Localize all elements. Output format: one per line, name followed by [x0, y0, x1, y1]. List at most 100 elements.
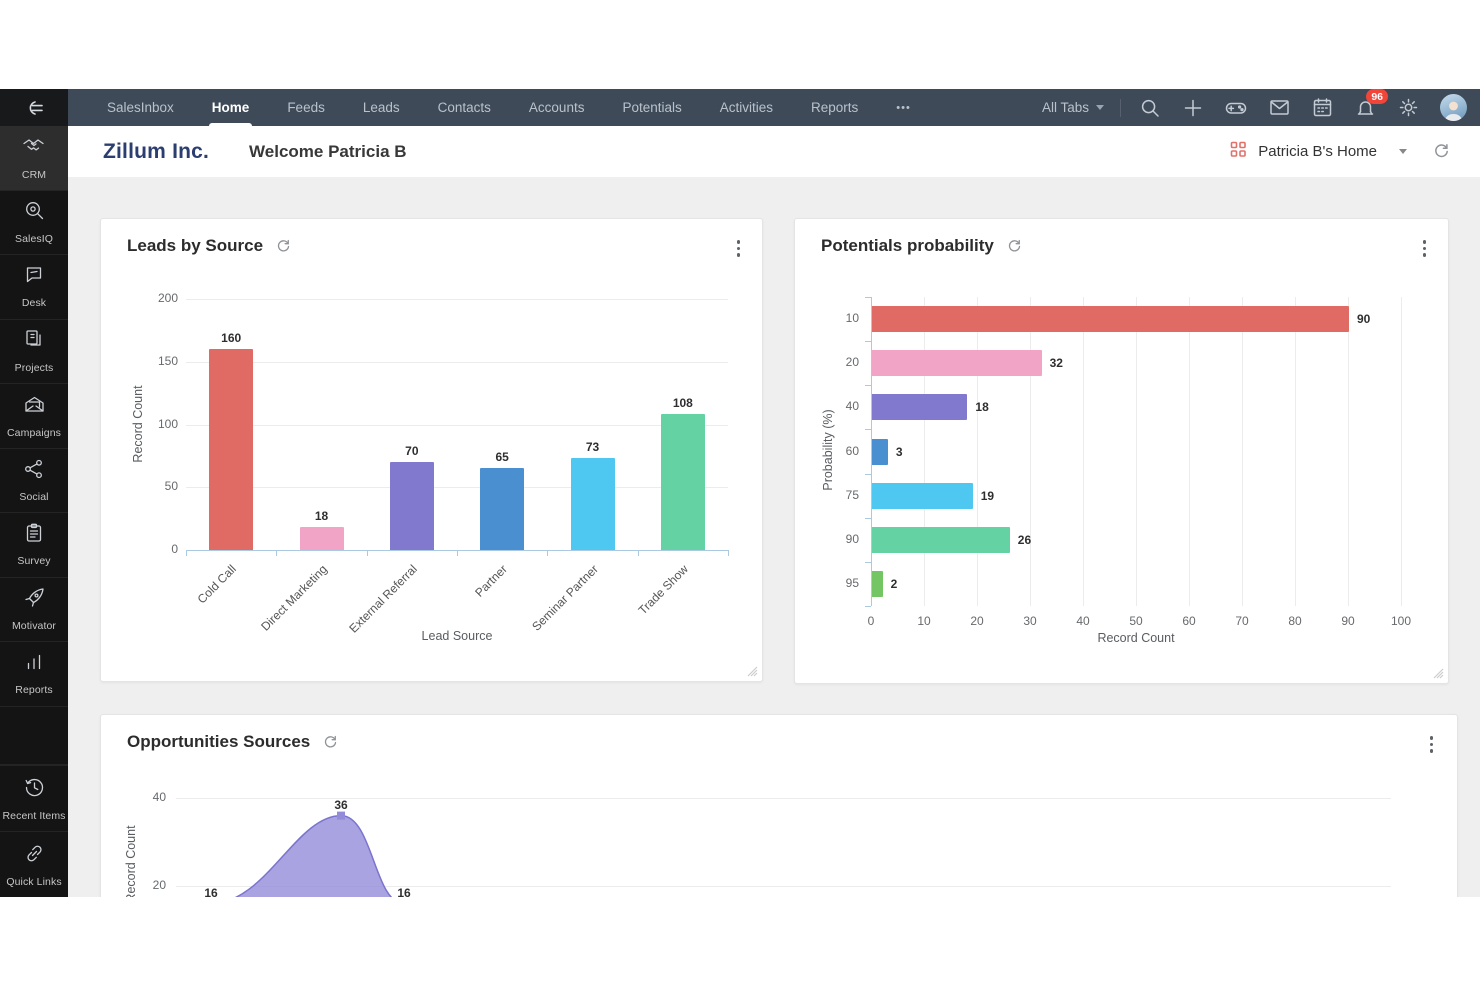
bar-probability-75[interactable]	[872, 482, 973, 509]
plus-icon	[1184, 99, 1202, 116]
bar-chart-icon	[23, 651, 45, 678]
chevron-down-icon[interactable]	[1399, 149, 1407, 154]
bar-external-referral[interactable]	[389, 462, 434, 550]
crm-app-window: SalesInbox Home Feeds Leads Contacts Accounts…	[0, 88, 1480, 897]
card-menu-button[interactable]	[733, 236, 745, 261]
collapse-menu-button[interactable]	[0, 89, 68, 126]
nav-tab-home[interactable]: Home	[193, 89, 269, 126]
gridline	[186, 299, 728, 300]
x-tick-label: 20	[970, 614, 984, 628]
mail-button[interactable]	[1268, 97, 1290, 119]
gridline	[1295, 297, 1296, 606]
bar-probability-90[interactable]	[872, 526, 1010, 553]
refresh-chart-button[interactable]	[323, 735, 338, 750]
sidebar-item-campaigns[interactable]: Campaigns	[0, 384, 68, 449]
y-tick-label: 20	[845, 355, 859, 370]
nav-tab-leads[interactable]: Leads	[362, 100, 400, 115]
sidebar-item-desk[interactable]: Desk	[0, 255, 68, 320]
nav-tab-salesinbox[interactable]: SalesInbox	[107, 100, 174, 115]
search-icon	[1141, 99, 1159, 117]
gridline	[1030, 297, 1031, 606]
bar-value-label: 73	[585, 440, 600, 455]
card-menu-button[interactable]	[1419, 236, 1431, 261]
gridline	[1401, 297, 1402, 606]
sidebar-item-recent-items[interactable]: Recent Items	[0, 765, 68, 831]
card-title: Potentials probability	[821, 236, 994, 255]
bar-direct-marketing[interactable]	[299, 527, 344, 550]
bar-probability-40[interactable]	[872, 394, 968, 421]
settings-button[interactable]	[1397, 97, 1419, 119]
x-axis-title: Lead Source	[421, 629, 493, 643]
nav-tab-potentials[interactable]: Potentials	[622, 100, 682, 115]
gridline	[186, 487, 728, 489]
sidebar-item-social[interactable]: Social	[0, 449, 68, 513]
refresh-dashboard-button[interactable]	[1433, 143, 1450, 160]
nav-tab-activities[interactable]: Activities	[719, 100, 774, 115]
sidebar-item-label: Projects	[14, 362, 54, 375]
x-tick	[457, 550, 458, 556]
search-button[interactable]	[1139, 97, 1161, 119]
sidebar-item-label: Survey	[17, 555, 51, 568]
resize-grip[interactable]	[1430, 665, 1444, 679]
area-series[interactable]	[176, 798, 1391, 897]
notifications-button[interactable]: 96	[1354, 88, 1388, 119]
point-value-label: 16	[204, 885, 218, 897]
sidebar-item-reports[interactable]: Reports	[0, 642, 68, 707]
refresh-chart-button[interactable]	[276, 239, 291, 254]
x-tick-label: 10	[917, 614, 931, 628]
y-tick-label: 60	[845, 443, 859, 458]
dashboard-selector[interactable]: Patricia B's Home	[1258, 143, 1377, 160]
documents-icon	[23, 328, 46, 356]
refresh-chart-button[interactable]	[1007, 239, 1022, 254]
y-tick	[865, 385, 871, 387]
app-switcher-sidebar: CRM SalesIQ Desk Projects Campaigns	[0, 126, 68, 897]
bar-probability-95[interactable]	[872, 570, 883, 597]
bar-trade-show[interactable]	[660, 414, 705, 550]
card-leads-by-source: Leads by Source 0 50 100 150 200 160 18 70 65 73 1…	[100, 218, 763, 682]
card-potentials-probability: Potentials probability 0 10 20 30 40 50 60 70 80…	[794, 218, 1449, 684]
sidebar-item-survey[interactable]: Survey	[0, 513, 68, 578]
sidebar-item-crm[interactable]: CRM	[0, 126, 68, 191]
all-tabs-dropdown[interactable]: All Tabs	[1042, 100, 1104, 115]
bell-icon	[1357, 101, 1373, 115]
sidebar-item-salesiq[interactable]: SalesIQ	[0, 191, 68, 255]
y-tick	[865, 473, 871, 475]
nav-tab-reports[interactable]: Reports	[811, 100, 859, 115]
more-tabs-button[interactable]: •••	[896, 101, 911, 114]
quick-create-button[interactable]	[1182, 97, 1204, 119]
sidebar-item-label: Quick Links	[6, 875, 62, 888]
bar-value-label: 2	[890, 576, 898, 591]
module-tabs: SalesInbox Home Feeds Leads Contacts Accounts…	[68, 89, 877, 126]
bar-probability-20[interactable]	[872, 350, 1042, 377]
user-avatar[interactable]	[1440, 94, 1467, 121]
nav-tab-contacts[interactable]: Contacts	[437, 100, 491, 115]
sidebar-spacer	[0, 707, 68, 765]
card-menu-button[interactable]	[1426, 732, 1438, 757]
calendar-button[interactable]	[1311, 97, 1333, 119]
bar-cold-call[interactable]	[209, 349, 254, 550]
nav-tab-feeds[interactable]: Feeds	[287, 100, 325, 115]
bar-probability-10[interactable]	[872, 306, 1349, 333]
gamescope-button[interactable]	[1225, 97, 1247, 119]
y-tick-label: 10	[845, 311, 859, 326]
bar-seminar-partner[interactable]	[570, 458, 615, 550]
point-value-label: 36	[334, 797, 348, 812]
sidebar-item-label: Recent Items	[2, 809, 66, 822]
bar-value-label: 18	[314, 509, 329, 524]
x-tick	[728, 550, 729, 556]
sidebar-item-quick-links[interactable]: Quick Links	[0, 831, 68, 897]
page-header: Zillum Inc. Welcome Patricia B Patricia …	[68, 126, 1480, 177]
bar-value-label: 160	[221, 331, 242, 346]
bar-partner[interactable]	[480, 468, 525, 550]
bar-probability-60[interactable]	[872, 438, 888, 465]
nav-tab-accounts[interactable]: Accounts	[528, 100, 585, 115]
resize-grip[interactable]	[744, 663, 758, 677]
notification-count-badge: 96	[1366, 88, 1388, 104]
x-axis-title: Record Count	[1097, 631, 1175, 645]
y-tick-label: 200	[157, 291, 178, 305]
envelope-open-icon	[23, 393, 46, 421]
collapse-menu-icon	[29, 100, 43, 115]
bar-value-label: 90	[1357, 312, 1371, 327]
sidebar-item-projects[interactable]: Projects	[0, 320, 68, 384]
sidebar-item-motivator[interactable]: Motivator	[0, 578, 68, 642]
